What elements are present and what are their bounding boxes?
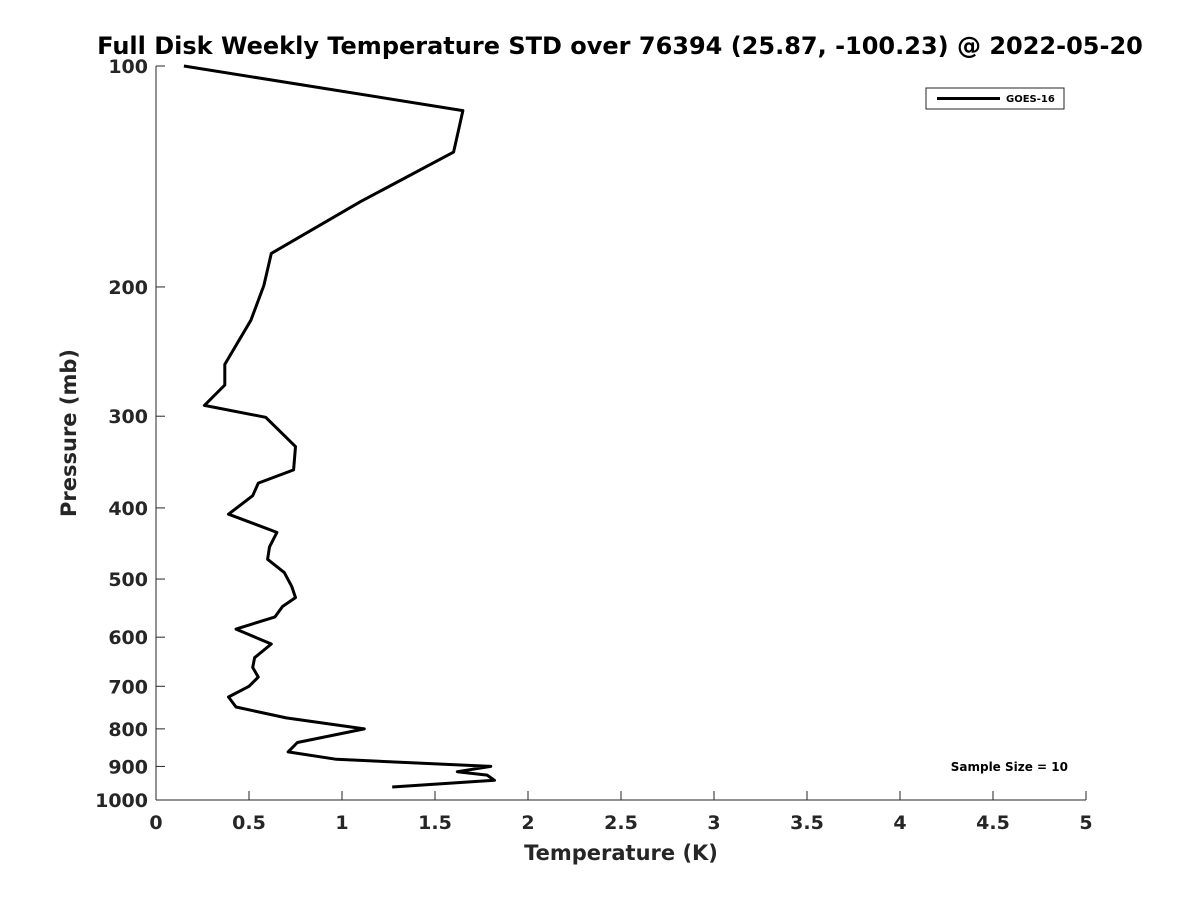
x-tick-label: 1 (335, 812, 348, 834)
y-tick-label: 900 (108, 756, 148, 778)
x-axis-label: Temperature (K) (524, 841, 718, 865)
series-line-goes-16 (183, 64, 496, 789)
x-tick-label: 0.5 (232, 812, 266, 834)
y-tick-label: 200 (108, 277, 148, 299)
x-tick-label: 4 (893, 812, 906, 834)
x-tick-label: 3.5 (790, 812, 824, 834)
y-tick-label: 500 (108, 569, 148, 591)
y-tick-label: 300 (108, 406, 148, 428)
x-tick-label: 2 (521, 812, 534, 834)
y-axis-ticks: 100 200 300 400 500 600 700 800 900 1000 (95, 56, 165, 812)
x-tick-label: 4.5 (976, 812, 1010, 834)
y-tick-label: 100 (108, 56, 148, 78)
y-tick-label: 1000 (95, 790, 148, 812)
y-axis-label: Pressure (mb) (57, 349, 81, 517)
y-tick-label: 600 (108, 627, 148, 649)
plot-area: 0 0.5 1 1.5 2 2.5 3 3.5 4 4.5 5 100 200 300 400 500 600… (95, 56, 1093, 834)
y-tick-label: 400 (108, 498, 148, 520)
x-tick-label: 0 (149, 812, 162, 834)
chart-title: Full Disk Weekly Temperature STD over 76… (97, 32, 1143, 60)
x-tick-label: 2.5 (604, 812, 638, 834)
legend-entry-goes-16: GOES-16 (1006, 94, 1055, 105)
y-tick-label: 800 (108, 719, 148, 741)
x-tick-label: 5 (1079, 812, 1092, 834)
x-axis-ticks: 0 0.5 1 1.5 2 2.5 3 3.5 4 4.5 5 (149, 791, 1093, 834)
sample-size-annotation: Sample Size = 10 (951, 760, 1068, 774)
x-tick-label: 3 (707, 812, 720, 834)
y-tick-label: 700 (108, 676, 148, 698)
x-tick-label: 1.5 (418, 812, 452, 834)
legend: GOES-16 (925, 87, 1065, 110)
